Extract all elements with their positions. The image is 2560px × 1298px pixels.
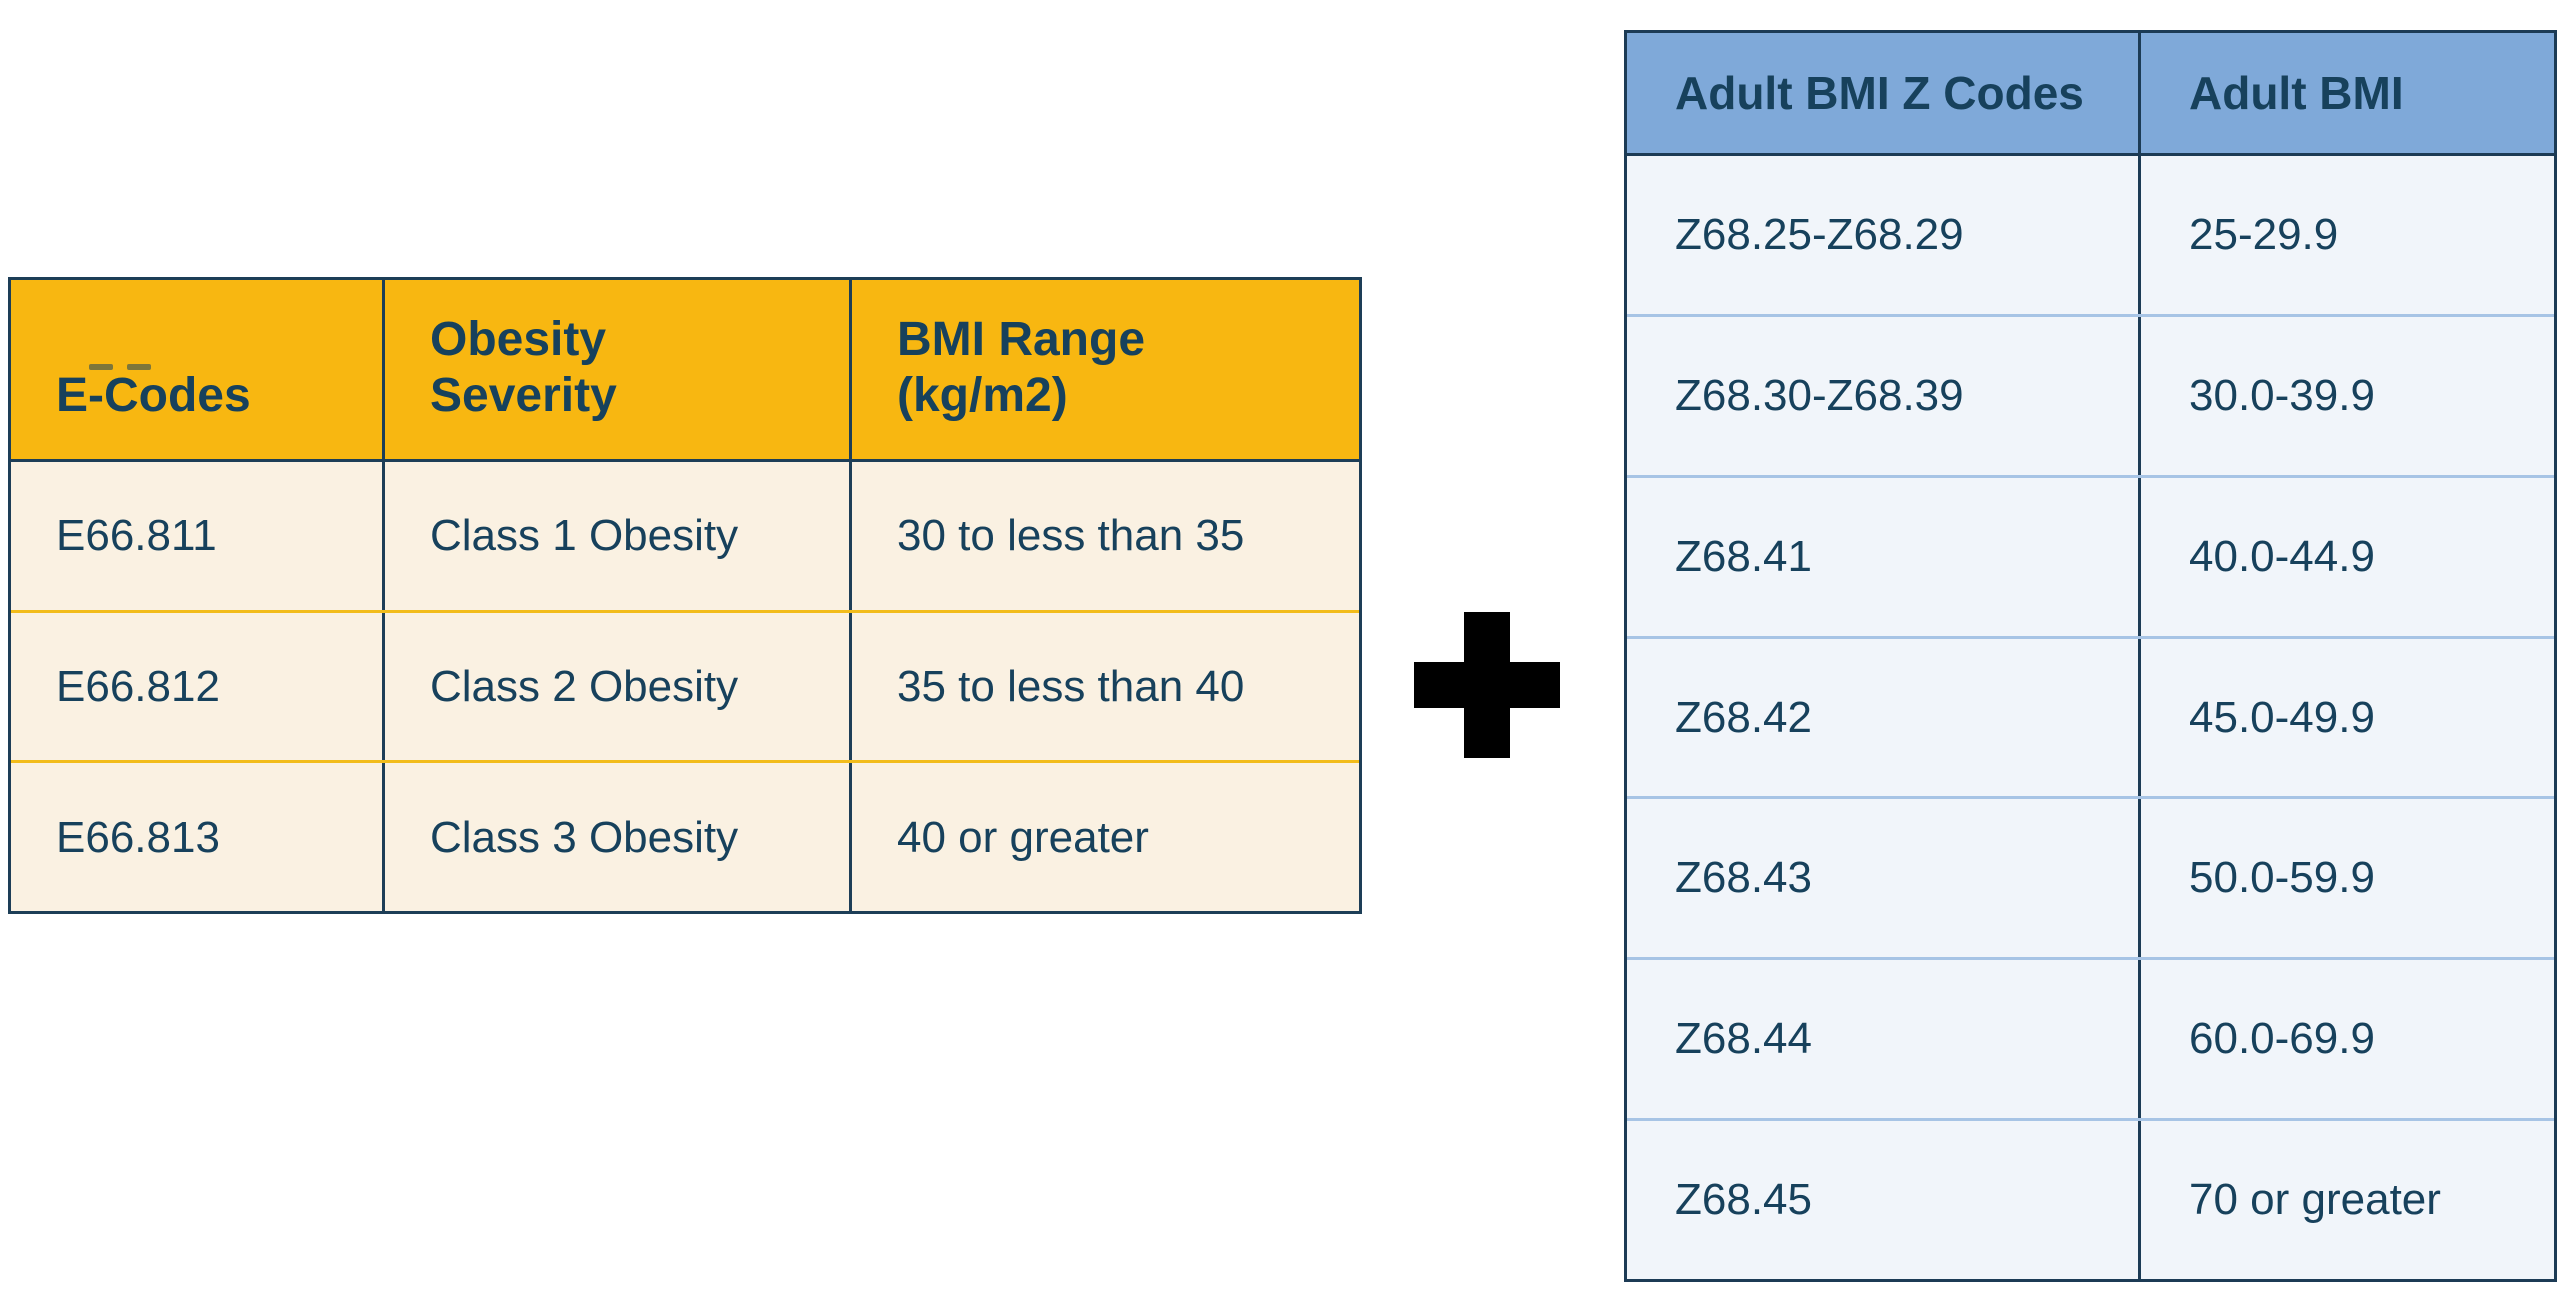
table-row: E66.811 Class 1 Obesity 30 to less than … <box>11 462 1359 610</box>
zcodes-header-label: Adult BMI Z Codes <box>1675 67 2084 119</box>
plus-icon <box>1414 612 1560 758</box>
zcodes-header-cell: Adult BMI Z Codes <box>1627 33 2141 153</box>
ecodes-header-cell: E-Codes <box>11 280 385 459</box>
table-row: Z68.43 50.0-59.9 <box>1627 796 2554 958</box>
severity-cell: Class 2 Obesity <box>385 612 852 761</box>
obesity-severity-header-cell: Obesity Severity <box>385 280 852 459</box>
erased-text-artifact <box>89 364 151 370</box>
bmi-cell: 70 or greater <box>2189 1175 2441 1225</box>
adult-bmi-header-label: Adult BMI <box>2189 67 2404 119</box>
table-row: Z68.30-Z68.39 30.0-39.9 <box>1627 313 2554 475</box>
table-row: E66.813 Class 3 Obesity 40 or greater <box>11 760 1359 912</box>
bmi-cell: 25-29.9 <box>2189 209 2339 259</box>
erased-dash <box>127 364 151 370</box>
ecodes-table: E-Codes Obesity Severity BMI Range (kg/m… <box>8 277 1362 914</box>
table-row: Z68.42 45.0-49.9 <box>1627 635 2554 797</box>
ecode-cell: E66.813 <box>11 763 385 912</box>
ecodes-table-header-row: E-Codes Obesity Severity BMI Range (kg/m… <box>11 280 1359 462</box>
zcodes-table-header-row: Adult BMI Z Codes Adult BMI <box>1627 33 2554 156</box>
erased-dash <box>89 364 113 370</box>
bmi-range-cell: 40 or greater <box>897 812 1149 862</box>
ecode-cell: E66.811 <box>11 462 385 610</box>
table-row: Z68.44 60.0-69.9 <box>1627 957 2554 1119</box>
bmi-cell: 30.0-39.9 <box>2189 370 2375 420</box>
zcode-cell: Z68.44 <box>1627 960 2141 1119</box>
bmi-range-cell: 35 to less than 40 <box>897 662 1245 711</box>
zcode-cell: Z68.45 <box>1627 1121 2141 1280</box>
severity-cell: Class 1 Obesity <box>385 462 852 610</box>
table-row: Z68.45 70 or greater <box>1627 1118 2554 1280</box>
zcodes-table: Adult BMI Z Codes Adult BMI Z68.25-Z68.2… <box>1624 30 2557 1282</box>
zcode-cell: Z68.43 <box>1627 799 2141 958</box>
bmi-range-cell: 30 to less than 35 <box>897 511 1245 561</box>
bmi-cell: 40.0-44.9 <box>2189 531 2375 581</box>
table-row: Z68.41 40.0-44.9 <box>1627 474 2554 636</box>
ecodes-header-label: E-Codes <box>56 369 251 423</box>
adult-bmi-header-cell: Adult BMI <box>2141 33 2554 153</box>
ecode-cell: E66.812 <box>11 612 385 761</box>
bmi-cell: 60.0-69.9 <box>2189 1014 2375 1064</box>
plus-icon-horizontal-bar <box>1414 662 1560 708</box>
zcode-cell: Z68.30-Z68.39 <box>1627 316 2141 475</box>
bmi-cell: 45.0-49.9 <box>2189 692 2375 742</box>
table-row: Z68.25-Z68.29 25-29.9 <box>1627 156 2554 314</box>
bmi-range-header-cell: BMI Range (kg/m2) <box>852 280 1359 459</box>
zcode-cell: Z68.25-Z68.29 <box>1627 156 2141 314</box>
severity-cell: Class 3 Obesity <box>385 763 852 912</box>
zcode-cell: Z68.41 <box>1627 477 2141 636</box>
bmi-cell: 50.0-59.9 <box>2189 853 2375 903</box>
table-row: E66.812 Class 2 Obesity 35 to less than … <box>11 609 1359 761</box>
zcode-cell: Z68.42 <box>1627 638 2141 797</box>
obesity-severity-header-label: Obesity Severity <box>430 312 617 423</box>
bmi-range-header-label: BMI Range (kg/m2) <box>897 312 1146 423</box>
